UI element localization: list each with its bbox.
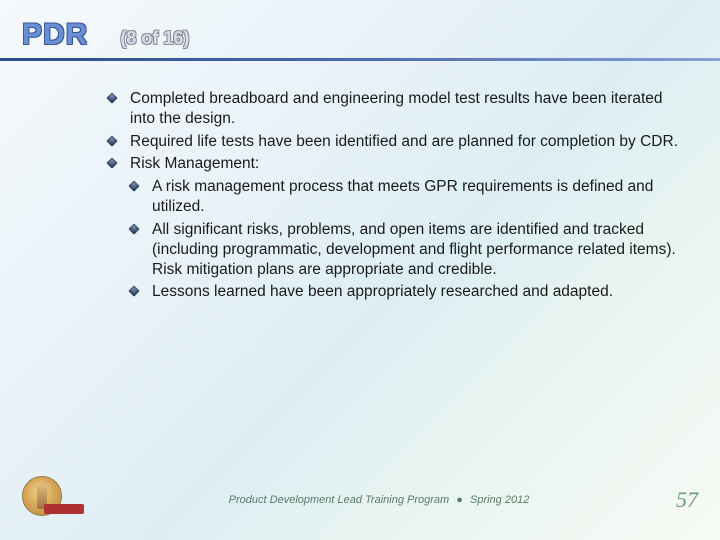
sub-bullet-list: A risk management process that meets GPR… [130,177,680,302]
footer-program: Product Development Lead Training Progra… [229,494,450,506]
list-item: Completed breadboard and engineering mod… [108,89,680,129]
plaque-icon [44,504,84,514]
header-rule [0,58,720,61]
bullet-list: Completed breadboard and engineering mod… [108,89,680,302]
list-item: Risk Management: [108,154,680,174]
list-item: A risk management process that meets GPR… [130,177,680,217]
page-number: 57 [676,487,698,513]
slide-subtitle: (8 of 16) [120,28,189,49]
list-item: Required life tests have been identified… [108,132,680,152]
slide-title: PDR [22,18,88,52]
slide-body: Completed breadboard and engineering mod… [0,89,720,302]
list-item: All significant risks, problems, and ope… [130,220,680,279]
slide-footer: Product Development Lead Training Progra… [0,476,720,524]
slide-header: PDR (8 of 16) [0,0,720,58]
footer-logo-block [22,476,82,524]
footer-term: Spring 2012 [470,494,529,506]
footer-text: Product Development Lead Training Progra… [82,494,676,506]
list-item: Lessons learned have been appropriately … [130,282,680,302]
footer-separator: ● [456,494,463,506]
